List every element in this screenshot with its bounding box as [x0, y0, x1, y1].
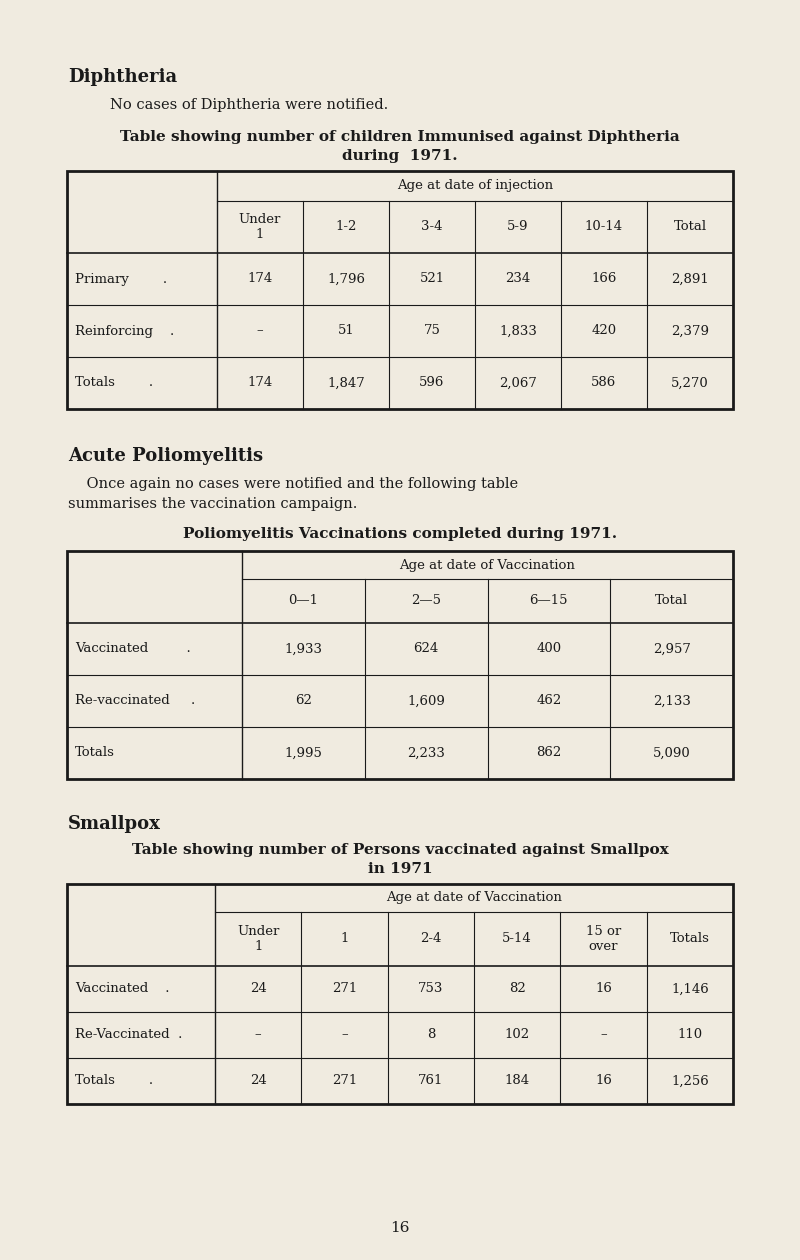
- Text: 24: 24: [250, 983, 266, 995]
- Text: Total: Total: [674, 220, 706, 233]
- Text: during  1971.: during 1971.: [342, 149, 458, 163]
- Text: 51: 51: [338, 325, 354, 338]
- Text: Table showing number of children Immunised against Diphtheria: Table showing number of children Immunis…: [120, 130, 680, 144]
- Bar: [67, 551, 733, 779]
- Text: 8: 8: [426, 1028, 435, 1042]
- Text: 75: 75: [423, 325, 441, 338]
- Text: 110: 110: [678, 1028, 702, 1042]
- Text: 1,995: 1,995: [285, 746, 322, 760]
- Text: 184: 184: [505, 1075, 530, 1087]
- Text: Vaccinated         .: Vaccinated .: [75, 643, 190, 655]
- Text: 102: 102: [505, 1028, 530, 1042]
- Text: Total: Total: [655, 595, 688, 607]
- Text: Primary        .: Primary .: [75, 272, 167, 286]
- Text: 2,957: 2,957: [653, 643, 690, 655]
- Text: 1-2: 1-2: [335, 220, 357, 233]
- Text: Totals        .: Totals .: [75, 377, 153, 389]
- Text: 420: 420: [591, 325, 617, 338]
- Text: 16: 16: [595, 983, 612, 995]
- Text: 1,256: 1,256: [671, 1075, 709, 1087]
- Text: 1,847: 1,847: [327, 377, 365, 389]
- Text: 271: 271: [332, 983, 357, 995]
- Text: 271: 271: [332, 1075, 357, 1087]
- Text: 624: 624: [414, 643, 438, 655]
- Text: 1,146: 1,146: [671, 983, 709, 995]
- Bar: [67, 171, 733, 410]
- Text: 586: 586: [591, 377, 617, 389]
- Text: 1,933: 1,933: [284, 643, 322, 655]
- Text: 2,891: 2,891: [671, 272, 709, 286]
- Text: 2,379: 2,379: [671, 325, 709, 338]
- Text: 2-4: 2-4: [420, 932, 442, 945]
- Text: 753: 753: [418, 983, 443, 995]
- Text: 5,090: 5,090: [653, 746, 690, 760]
- Text: –: –: [255, 1028, 262, 1042]
- Text: 5,270: 5,270: [671, 377, 709, 389]
- Text: 234: 234: [506, 272, 530, 286]
- Text: 6—15: 6—15: [530, 595, 568, 607]
- Text: No cases of Diphtheria were notified.: No cases of Diphtheria were notified.: [110, 98, 388, 112]
- Text: 174: 174: [247, 377, 273, 389]
- Text: Age at date of Vaccination: Age at date of Vaccination: [399, 558, 575, 572]
- Text: 5-14: 5-14: [502, 932, 532, 945]
- Text: 82: 82: [509, 983, 526, 995]
- Text: Re-vaccinated     .: Re-vaccinated .: [75, 694, 195, 708]
- Text: 2—5: 2—5: [411, 595, 441, 607]
- Text: 0—1: 0—1: [288, 595, 318, 607]
- Text: 2,133: 2,133: [653, 694, 690, 708]
- Text: 2,233: 2,233: [407, 746, 445, 760]
- Text: Vaccinated    .: Vaccinated .: [75, 983, 170, 995]
- Text: Table showing number of Persons vaccinated against Smallpox: Table showing number of Persons vaccinat…: [132, 843, 668, 857]
- Text: 400: 400: [536, 643, 562, 655]
- Text: 1,833: 1,833: [499, 325, 537, 338]
- Text: 10-14: 10-14: [585, 220, 623, 233]
- Text: 1,796: 1,796: [327, 272, 365, 286]
- Text: 16: 16: [390, 1221, 410, 1235]
- Text: Under
1: Under 1: [239, 213, 281, 241]
- Text: 2,067: 2,067: [499, 377, 537, 389]
- Text: 862: 862: [536, 746, 562, 760]
- Text: Under
1: Under 1: [237, 925, 279, 953]
- Text: 5-9: 5-9: [507, 220, 529, 233]
- Text: Reinforcing    .: Reinforcing .: [75, 325, 174, 338]
- Text: Smallpox: Smallpox: [68, 815, 161, 833]
- Text: Totals: Totals: [75, 746, 115, 760]
- Text: Once again no cases were notified and the following table: Once again no cases were notified and th…: [68, 478, 518, 491]
- Text: Acute Poliomyelitis: Acute Poliomyelitis: [68, 447, 263, 465]
- Text: Totals: Totals: [670, 932, 710, 945]
- Text: in 1971: in 1971: [368, 862, 432, 876]
- Text: Age at date of injection: Age at date of injection: [397, 179, 553, 193]
- Text: 761: 761: [418, 1075, 443, 1087]
- Text: Diphtheria: Diphtheria: [68, 68, 177, 86]
- Bar: [67, 885, 733, 1104]
- Text: Re-Vaccinated  .: Re-Vaccinated .: [75, 1028, 182, 1042]
- Text: 24: 24: [250, 1075, 266, 1087]
- Text: Poliomyelitis Vaccinations completed during 1971.: Poliomyelitis Vaccinations completed dur…: [183, 527, 617, 541]
- Text: 1: 1: [340, 932, 349, 945]
- Text: –: –: [341, 1028, 348, 1042]
- Text: 1,609: 1,609: [407, 694, 445, 708]
- Text: 521: 521: [419, 272, 445, 286]
- Text: 596: 596: [419, 377, 445, 389]
- Text: 166: 166: [591, 272, 617, 286]
- Text: Totals        .: Totals .: [75, 1075, 153, 1087]
- Text: 16: 16: [595, 1075, 612, 1087]
- Text: 62: 62: [295, 694, 312, 708]
- Text: 462: 462: [536, 694, 562, 708]
- Text: –: –: [257, 325, 263, 338]
- Text: 174: 174: [247, 272, 273, 286]
- Text: Age at date of Vaccination: Age at date of Vaccination: [386, 892, 562, 905]
- Text: –: –: [600, 1028, 607, 1042]
- Text: 15 or
over: 15 or over: [586, 925, 621, 953]
- Text: summarises the vaccination campaign.: summarises the vaccination campaign.: [68, 496, 358, 512]
- Text: 3-4: 3-4: [422, 220, 442, 233]
